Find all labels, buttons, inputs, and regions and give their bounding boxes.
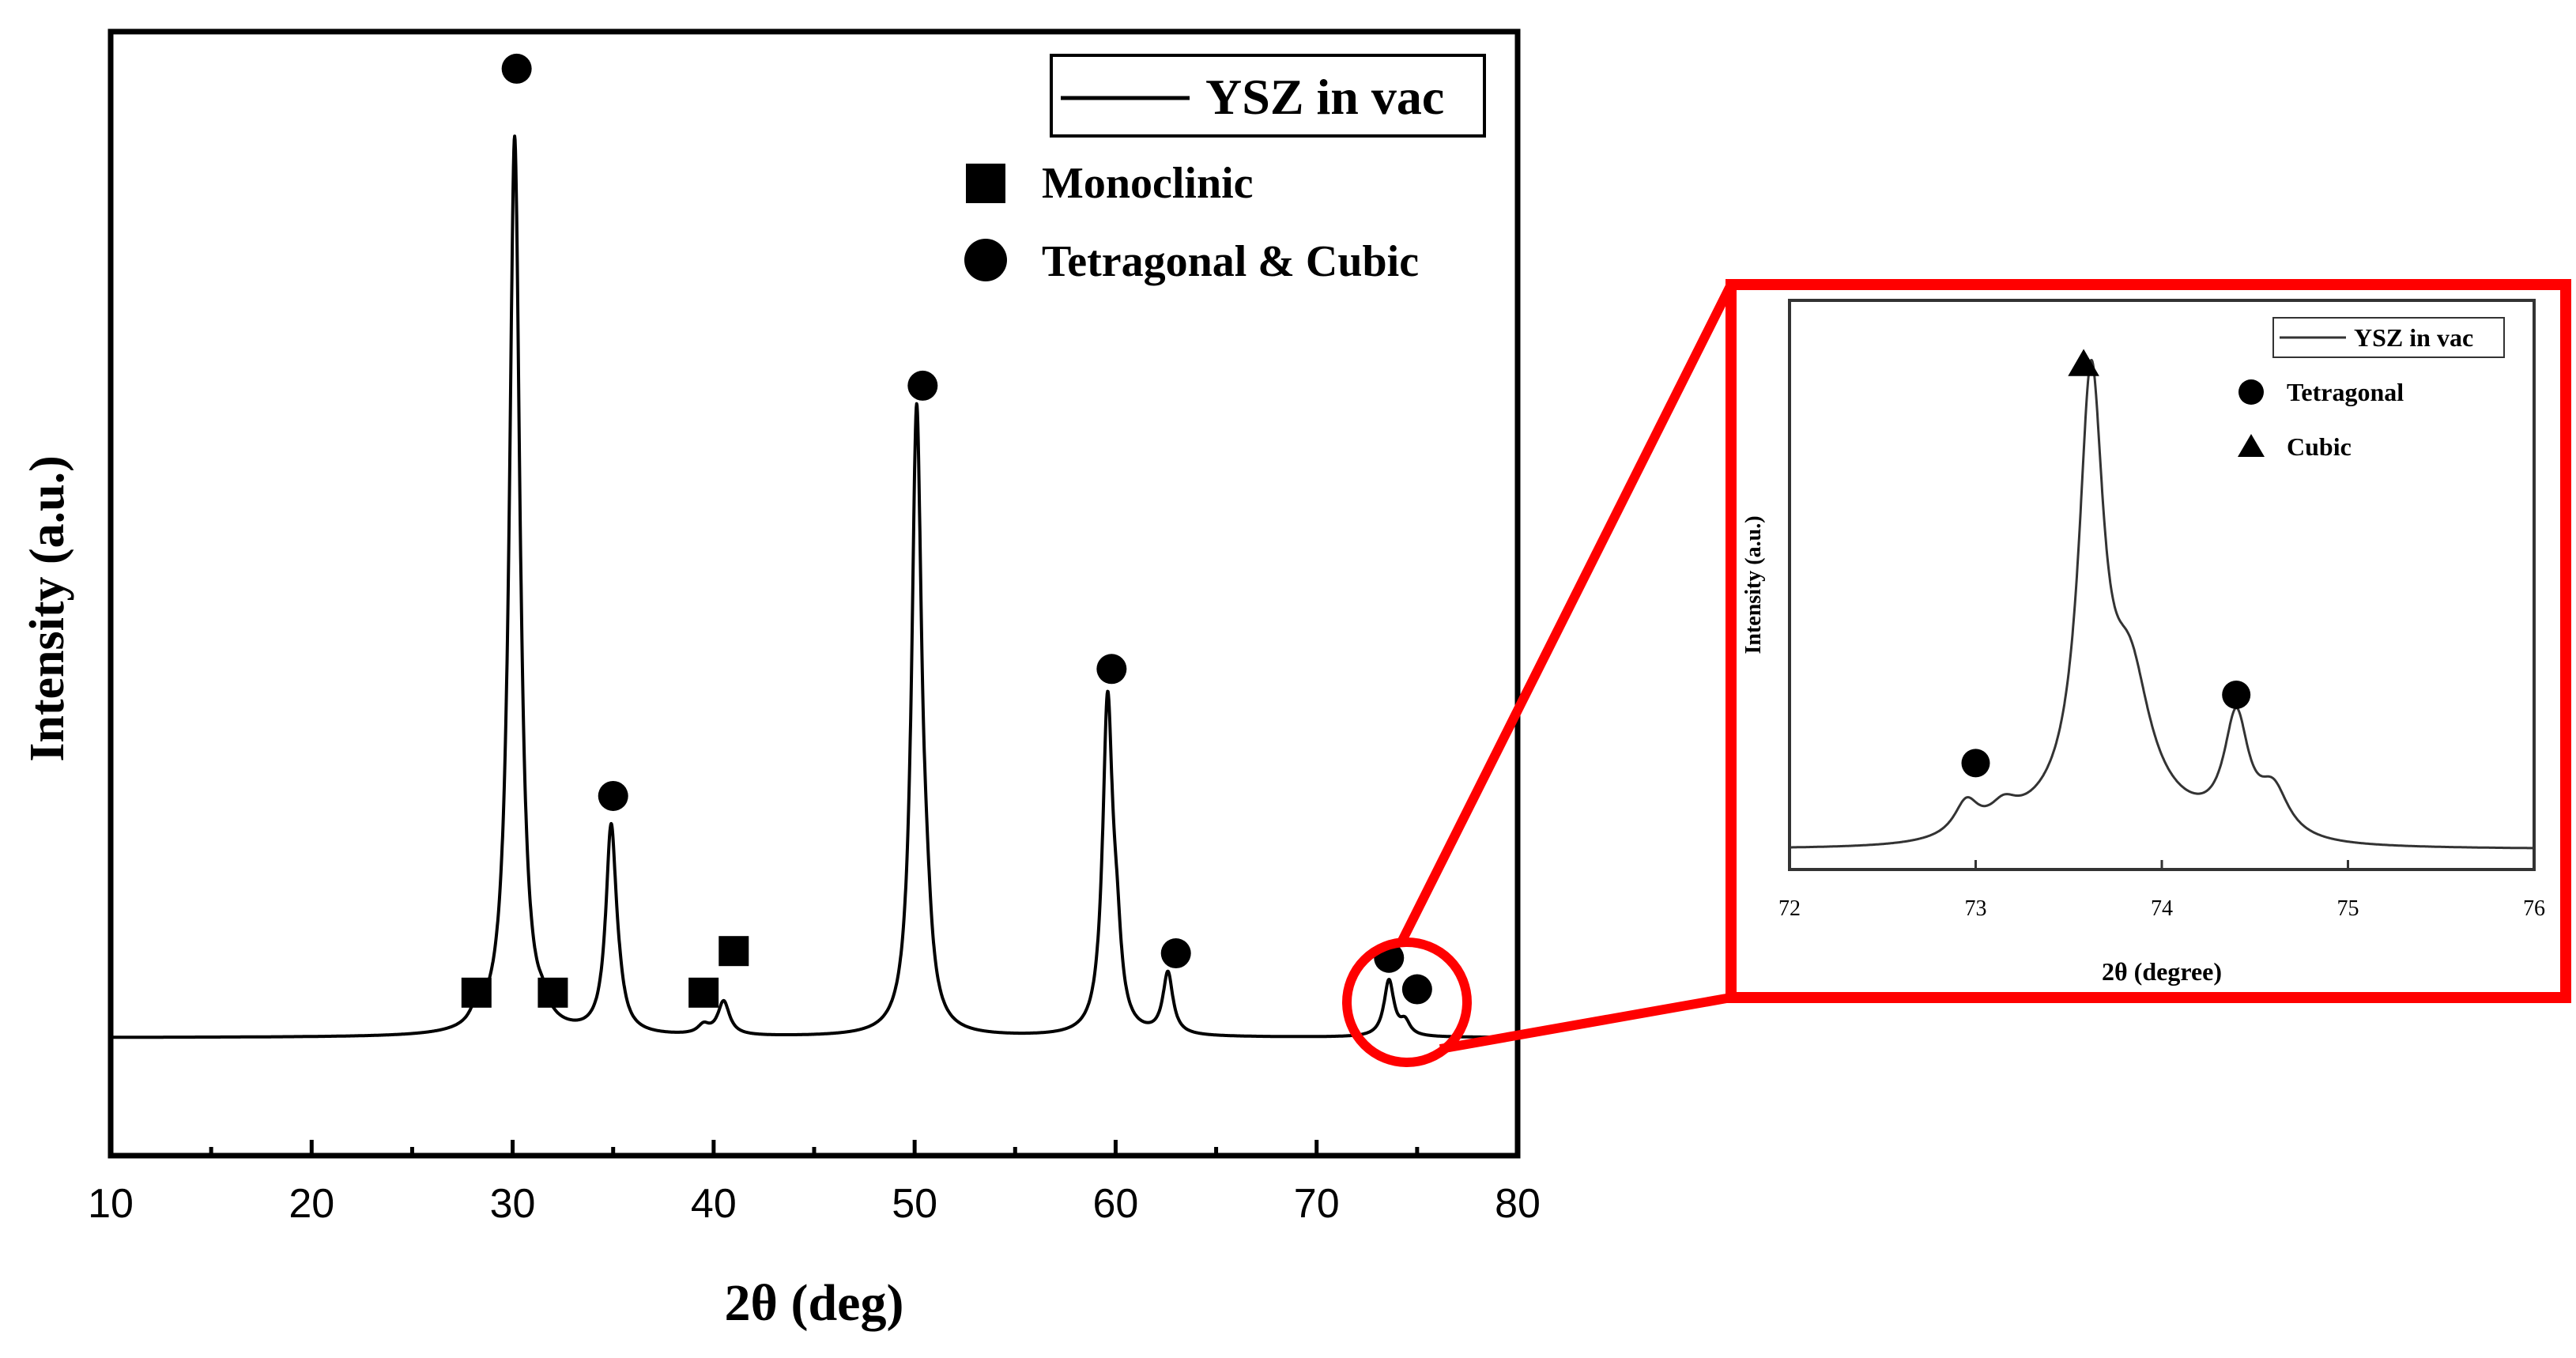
x-tick-label-73: 73 (1965, 896, 1987, 921)
inset-legend-label: YSZ in vac (2354, 323, 2473, 352)
x-tick-label-76: 76 (2523, 896, 2545, 921)
x-tick-label-72: 72 (1778, 896, 1801, 921)
circle-phase-marker (1401, 974, 1432, 1005)
square-phase-marker (461, 977, 492, 1008)
tetragonal-cubic-legend-marker (964, 239, 1007, 281)
x-tick-label-10: 10 (88, 1181, 134, 1227)
x-tick-label-80: 80 (1495, 1181, 1541, 1227)
x-tick-label-75: 75 (2337, 896, 2359, 921)
monoclinic-legend-label: Monoclinic (1042, 159, 1254, 208)
x-tick-label-30: 30 (490, 1181, 536, 1227)
x-tick-label-60: 60 (1093, 1181, 1139, 1227)
zoom-indicator (1342, 279, 2571, 1067)
cubic-legend-label: Cubic (2287, 432, 2352, 461)
main-plot-frame (107, 28, 1521, 1159)
cubic-legend-marker (2238, 434, 2265, 457)
inset-legend: YSZ in vac (2272, 317, 2505, 358)
inset-x-ticks (1788, 860, 2536, 869)
inset-x-axis-label: 2θ (degree) (2102, 957, 2222, 986)
x-tick-label-40: 40 (691, 1181, 737, 1227)
x-tick-label-70: 70 (1294, 1181, 1340, 1227)
circle-phase-marker (907, 370, 938, 401)
inset-series-line (1789, 359, 2535, 850)
circle-phase-marker (2222, 680, 2251, 709)
main-x-ticks (108, 1140, 1520, 1156)
zoom-circle (1342, 937, 1472, 1067)
tetragonal-legend-label: Tetragonal (2287, 378, 2404, 406)
x-tick-label-20: 20 (289, 1181, 334, 1227)
square-phase-marker (688, 977, 719, 1008)
main-legend-label: YSZ in vac (1205, 69, 1444, 125)
square-phase-marker (537, 977, 568, 1008)
inset-x-tick-labels: 72 73 74 75 76 (1778, 896, 2545, 921)
inset-phase-legend: Tetragonal Cubic (2238, 378, 2404, 461)
tetragonal-cubic-legend-label: Tetragonal & Cubic (1042, 237, 1419, 286)
inset-y-axis-label: Intensity (a.u.) (1741, 515, 1766, 654)
circle-phase-marker (598, 780, 628, 811)
circle-phase-marker (1096, 654, 1127, 685)
main-chart: 10 20 30 40 50 60 70 80 2θ (deg) Intensity (a.u… (21, 28, 1541, 1332)
square-phase-marker (718, 936, 749, 967)
triangle-phase-marker (2068, 349, 2099, 376)
main-series-line (109, 134, 1519, 1039)
main-legend: YSZ in vac (1050, 54, 1486, 138)
zoom-connector-bottom (1439, 993, 1733, 1054)
tetragonal-legend-marker (2238, 379, 2264, 405)
main-phase-legend: Monoclinic Tetragonal & Cubic (964, 159, 1419, 286)
circle-phase-marker (1160, 938, 1191, 969)
zoom-inset-border (1726, 279, 2571, 1003)
main-x-axis-label: 2θ (deg) (725, 1274, 904, 1332)
inset-phase-markers (1961, 349, 2251, 778)
x-tick-label-50: 50 (892, 1181, 937, 1227)
x-tick-label-74: 74 (2151, 896, 2173, 921)
main-y-axis-label: Intensity (a.u.) (21, 455, 74, 762)
circle-phase-marker (501, 53, 532, 84)
monoclinic-legend-marker (966, 164, 1005, 203)
zoom-connector-top (1396, 282, 1736, 946)
main-x-tick-labels: 10 20 30 40 50 60 70 80 (88, 1181, 1541, 1227)
inset-chart: 72 73 74 75 76 2θ (degree) Intensity (a.u.) … (1741, 299, 2545, 986)
circle-phase-marker (1961, 749, 1990, 778)
main-phase-markers (461, 53, 1432, 1008)
main-legend-box (1050, 54, 1486, 138)
